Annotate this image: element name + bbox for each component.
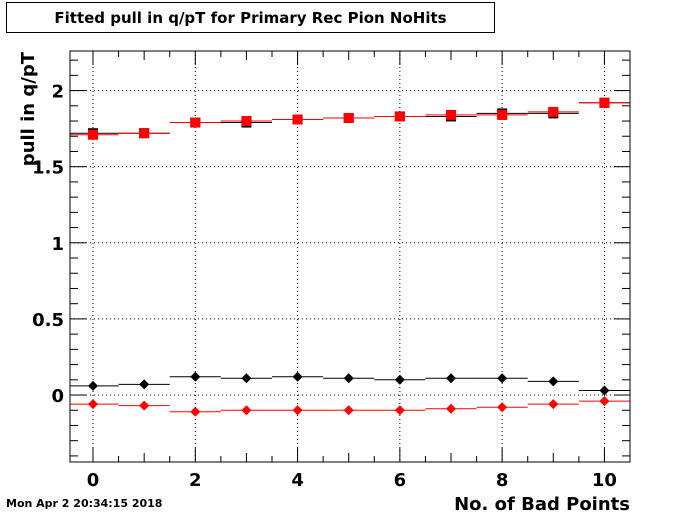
x-axis-label: No. of Bad Points (454, 494, 630, 514)
data-point-diamond (548, 376, 559, 387)
data-point-diamond (88, 399, 99, 410)
data-point-diamond (497, 402, 508, 413)
y-tick-label: 0.5 (32, 310, 64, 331)
data-point-diamond (343, 405, 354, 416)
x-tick-label: 4 (291, 470, 304, 491)
y-tick-label: 1 (51, 234, 64, 255)
data-point-square (292, 114, 303, 125)
data-point-diamond (548, 399, 559, 410)
data-point-diamond (88, 380, 99, 391)
x-tick-label: 0 (87, 470, 100, 491)
data-point-square (241, 116, 252, 127)
y-tick-label: 0 (51, 386, 64, 407)
x-tick-label: 10 (592, 470, 617, 491)
data-point-diamond (394, 405, 405, 416)
data-point-diamond (343, 373, 354, 384)
x-tick-label: 8 (496, 470, 509, 491)
data-point-square (548, 106, 559, 117)
data-point-square (497, 109, 508, 120)
series-diamond-black (70, 371, 630, 396)
series-square-red (70, 97, 630, 140)
data-point-diamond (190, 406, 201, 417)
axis-ticks (70, 51, 631, 462)
data-point-diamond (241, 373, 252, 384)
data-point-square (139, 128, 150, 139)
data-point-square (88, 129, 99, 140)
data-point-square (190, 117, 201, 128)
chart-title: Fitted pull in q/pT for Primary Rec Pion… (6, 2, 495, 33)
data-point-square (394, 111, 405, 122)
data-point-diamond (139, 379, 150, 390)
data-point-diamond (599, 385, 610, 396)
data-point-diamond (446, 373, 457, 384)
data-point-diamond (497, 373, 508, 384)
data-point-square (343, 112, 354, 123)
y-tick-label: 2 (51, 82, 64, 103)
x-tick-label: 2 (189, 470, 202, 491)
y-axis-label: pull in q/pT (18, 51, 39, 166)
data-point-diamond (241, 405, 252, 416)
data-point-diamond (599, 396, 610, 407)
data-point-diamond (292, 405, 303, 416)
tick-labels: 0 2 4 6 8 10 0 0.5 1 1.5 2 (32, 82, 617, 491)
data-point-diamond (394, 374, 405, 385)
series-diamond-red (70, 396, 630, 417)
y-tick-label: 1.5 (32, 158, 64, 179)
data-point-diamond (292, 371, 303, 382)
data-point-square (599, 97, 610, 108)
grid-lines (70, 51, 630, 462)
data-point-diamond (139, 400, 150, 411)
plot-frame (69, 50, 631, 463)
data-point-square (446, 109, 457, 120)
data-series (70, 97, 630, 417)
x-tick-label: 6 (394, 470, 407, 491)
data-point-diamond (446, 403, 457, 414)
timestamp-footer: Mon Apr 2 20:34:15 2018 (6, 497, 163, 510)
data-point-diamond (190, 371, 201, 382)
